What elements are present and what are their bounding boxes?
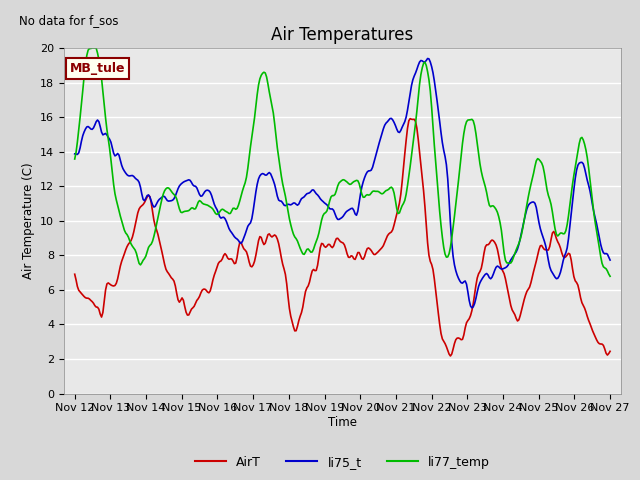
li77_temp	[136, 262, 144, 268]
Line: li77_temp: li77_temp	[75, 48, 610, 276]
AirT	[460, 332, 468, 338]
li75_t	[606, 257, 614, 263]
li75_t	[71, 151, 79, 157]
AirT	[71, 271, 79, 277]
X-axis label: Time: Time	[328, 416, 357, 429]
AirT	[406, 116, 414, 121]
Text: No data for f_sos: No data for f_sos	[19, 14, 119, 27]
AirT	[283, 281, 291, 287]
li75_t	[468, 305, 476, 311]
AirT	[245, 259, 253, 265]
li77_temp	[71, 156, 79, 162]
AirT	[409, 117, 417, 122]
li77_temp	[459, 141, 467, 146]
AirT	[463, 320, 470, 325]
li77_temp	[461, 123, 469, 129]
li75_t	[424, 56, 431, 61]
li77_temp	[606, 274, 614, 279]
li75_t	[461, 278, 469, 284]
li77_temp	[284, 209, 292, 215]
AirT	[606, 348, 614, 354]
li75_t	[245, 221, 253, 227]
li75_t	[135, 180, 143, 185]
Text: MB_tule: MB_tule	[70, 62, 125, 75]
li75_t	[408, 83, 415, 88]
Title: Air Temperatures: Air Temperatures	[271, 25, 413, 44]
li77_temp	[409, 142, 417, 148]
Line: li75_t: li75_t	[75, 59, 610, 308]
AirT	[447, 353, 454, 359]
Legend: AirT, li75_t, li77_temp: AirT, li75_t, li77_temp	[190, 451, 495, 474]
li75_t	[459, 280, 467, 286]
li77_temp	[88, 45, 96, 51]
Line: AirT: AirT	[75, 119, 610, 356]
li77_temp	[246, 144, 254, 149]
AirT	[135, 206, 143, 212]
Y-axis label: Air Temperature (C): Air Temperature (C)	[22, 163, 35, 279]
li75_t	[283, 202, 291, 208]
